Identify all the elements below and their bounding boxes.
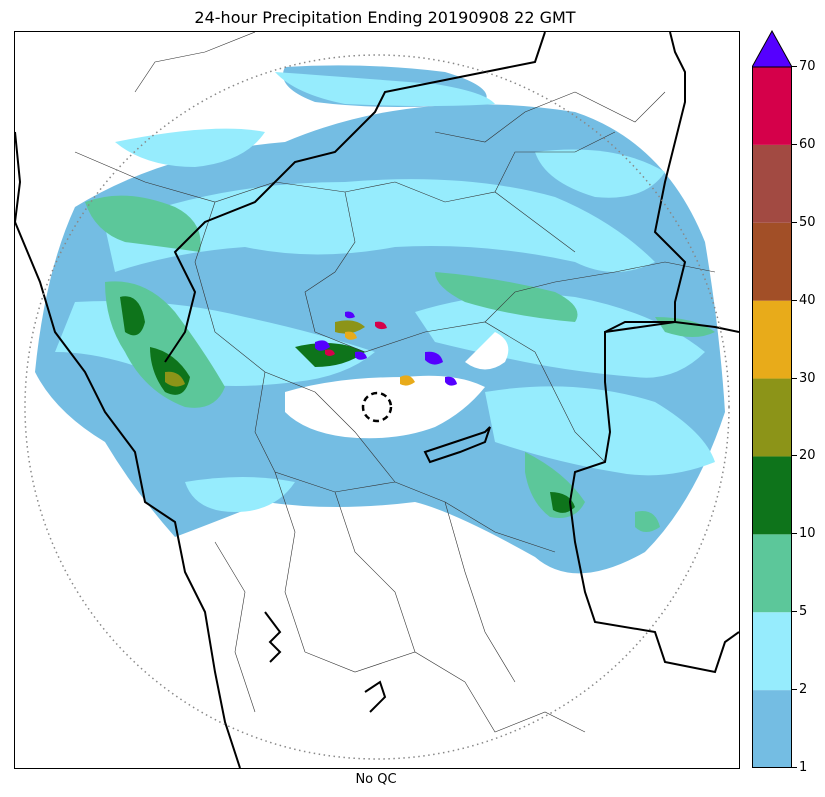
colorbar-tick-mark (792, 611, 797, 613)
colorbar-segment (752, 534, 792, 613)
precip-level-5-area (165, 320, 365, 387)
colorbar-tick-label: 30 (799, 370, 816, 386)
state-boundaries (15, 32, 739, 768)
precip-level-10-area (315, 311, 457, 386)
colorbar-tick-mark (792, 533, 797, 535)
colorbar-tick-label: 70 (799, 59, 816, 74)
precip-level-6-area (345, 331, 415, 386)
colorbar-tick-label: 20 (799, 448, 816, 464)
colorbar-tick-label: 50 (799, 214, 816, 230)
colorbar (751, 29, 793, 768)
colorbar-tick-mark (792, 143, 797, 145)
colorbar-segment (752, 67, 792, 145)
colorbar-tick-label: 2 (799, 682, 808, 698)
colorbar-segment (752, 222, 792, 301)
colorbar-segment (752, 378, 792, 457)
colorbar-segment (752, 456, 792, 535)
colorbar-tick-label: 5 (799, 604, 808, 620)
chart-title: 24-hour Precipitation Ending 20190908 22… (194, 8, 576, 27)
colorbar-tick-mark (792, 66, 797, 67)
radar-site-marker (361, 391, 393, 423)
precip-level-9-area (325, 321, 387, 356)
colorbar-segment (752, 144, 792, 223)
radar-range-ring (24, 54, 730, 760)
colorbar-segment (752, 690, 792, 768)
colorbar-tick-label: 40 (799, 292, 816, 308)
colorbar-outline (752, 66, 792, 768)
x-axis-label: No QC (355, 772, 397, 787)
colorbar-tick-mark (792, 455, 797, 457)
colorbar-tick-mark (792, 299, 797, 301)
radar-map (14, 31, 740, 769)
dry-center-area (285, 332, 509, 439)
colorbar-tick-label: 10 (799, 526, 816, 542)
colorbar-segment (752, 612, 792, 691)
colorbar-segment (752, 300, 792, 379)
colorbar-tick-mark (792, 767, 797, 768)
colorbar-tick-mark (792, 689, 797, 691)
colorbar-tick-label: 1 (799, 760, 808, 775)
colorbar-tick-mark (792, 221, 797, 223)
district-boundaries (74, 32, 716, 733)
colorbar-tick-mark (792, 377, 797, 379)
colorbar-tick-label: 60 (799, 136, 816, 152)
colorbar-extend-triangle (751, 29, 793, 68)
